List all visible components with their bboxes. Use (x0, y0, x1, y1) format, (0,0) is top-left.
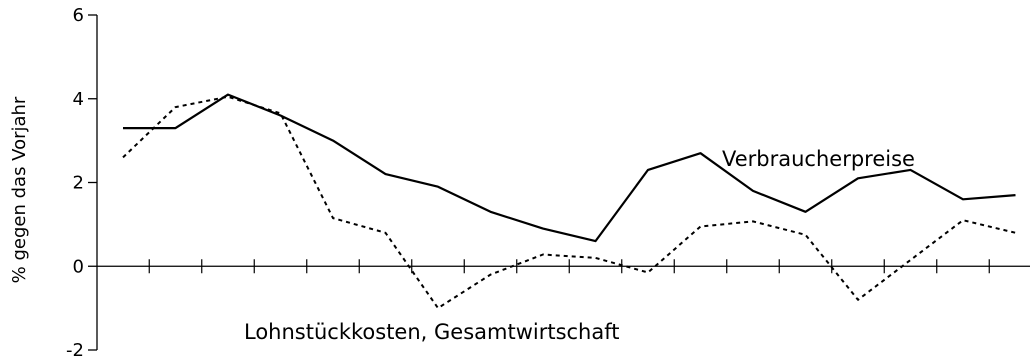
annotation-lohnstueckkosten: Lohnstückkosten, Gesamtwirtschaft (244, 320, 620, 344)
y-ticks: -2 0 2 4 6 (66, 5, 97, 361)
series-line-lohnstueckkosten (122, 95, 1016, 310)
annotation-verbraucherpreise: Verbraucherpreise (722, 147, 915, 171)
x-ticks (148, 259, 990, 274)
y-tick-label: -2 (66, 340, 84, 361)
axes (96, 15, 1030, 350)
y-tick-label: 0 (73, 256, 84, 277)
y-tick-label: 2 (73, 173, 84, 194)
y-tick-label: 6 (73, 5, 84, 26)
series-layer (122, 93, 1016, 310)
y-axis-label: % gegen das Vorjahr (9, 96, 30, 283)
series-line-verbraucherpreise (123, 93, 1016, 243)
y-tick-label: 4 (73, 89, 84, 110)
